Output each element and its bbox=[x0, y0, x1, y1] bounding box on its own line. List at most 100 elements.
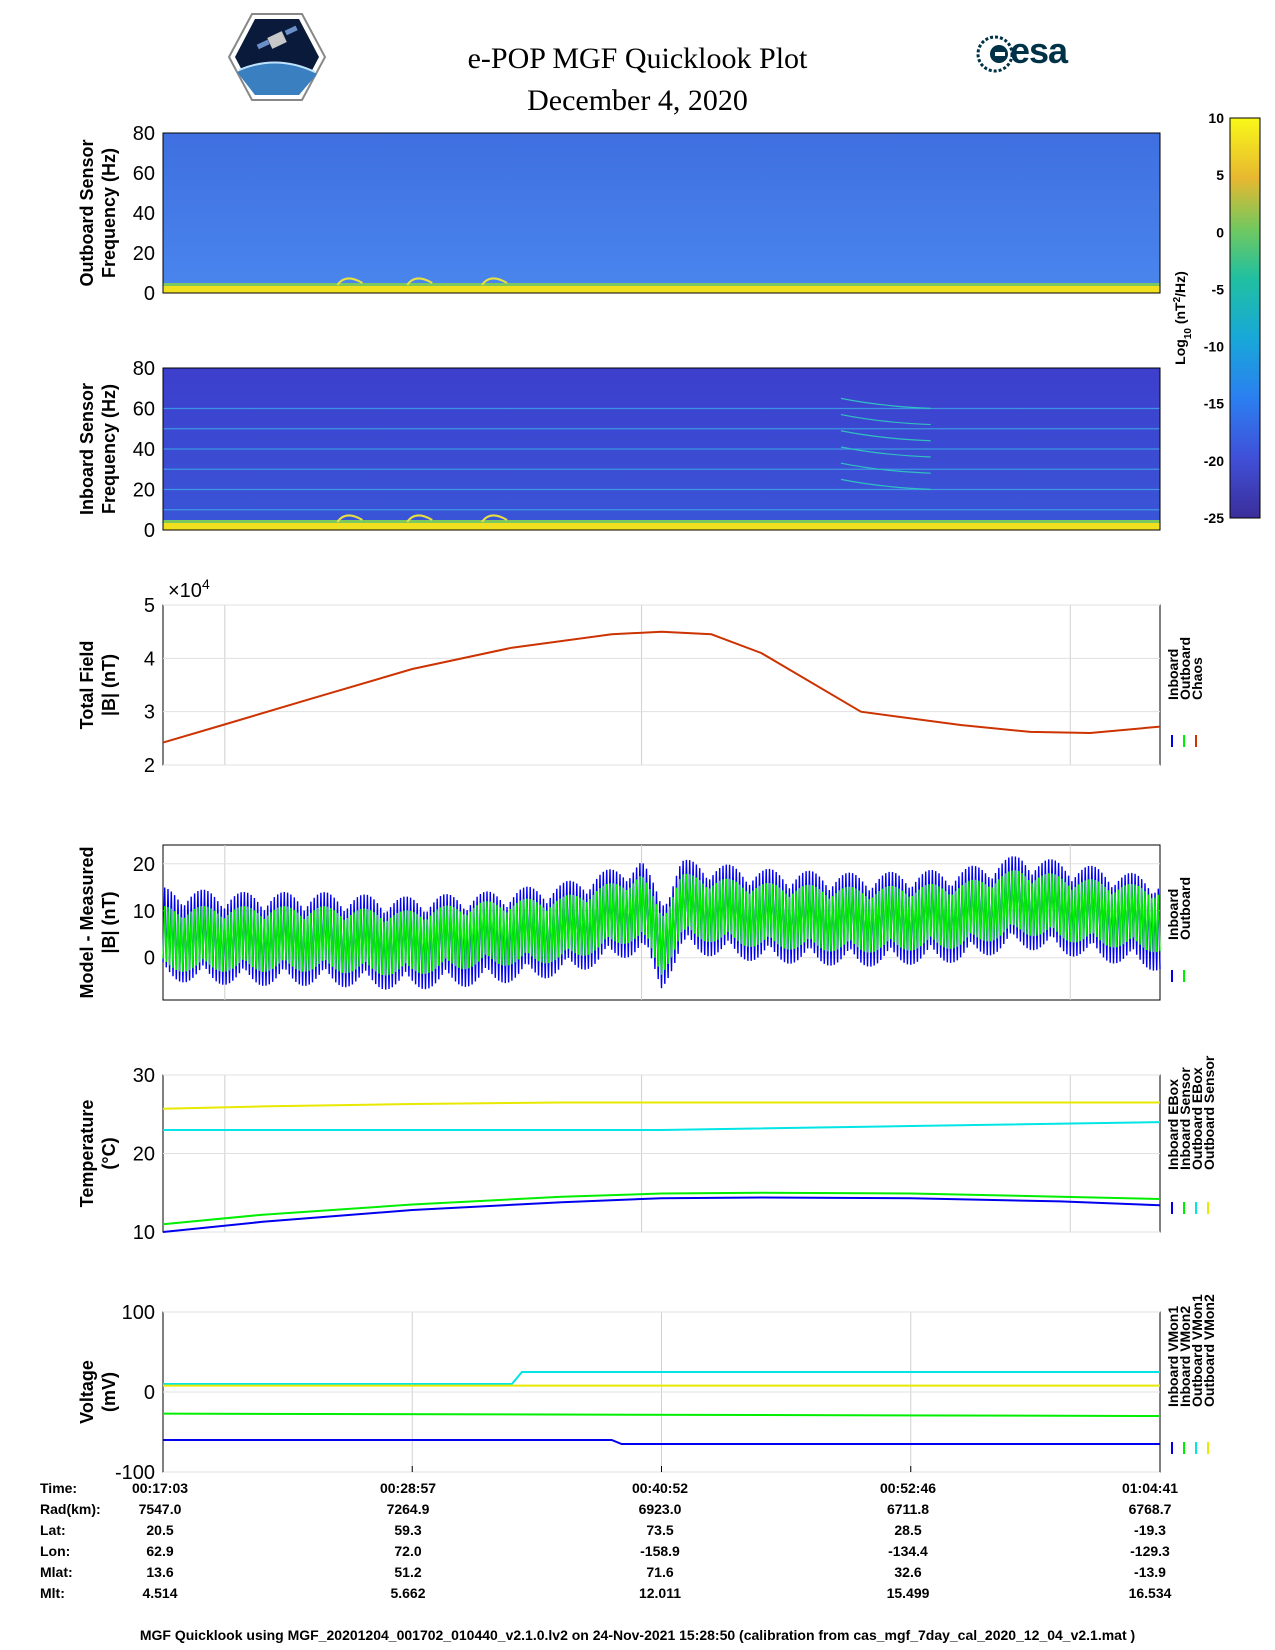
panel-outboard-spectrogram: 80 60 40 20 0 Outboard Sensor Frequency (Hz) bbox=[77, 123, 1161, 305]
total-field-ytick-0: 5 bbox=[144, 595, 155, 617]
ephemeris-label: Lat: bbox=[40, 1522, 66, 1538]
outboard-spectrogram-low-band bbox=[163, 286, 1160, 293]
ephemeris-value: 00:40:52 bbox=[631, 1480, 689, 1496]
ephemeris-value: 73.5 bbox=[646, 1522, 674, 1538]
outboard-spectrogram-ytick-0: 80 bbox=[133, 123, 155, 145]
temperature-legend-label-3: Outboard Sensor bbox=[1201, 1055, 1217, 1170]
model-measured-ytick-0: 20 bbox=[133, 854, 155, 876]
ephemeris-value: 5.662 bbox=[390, 1585, 426, 1601]
inboard-spectrogram-ytick-2: 40 bbox=[133, 439, 155, 461]
inboard-tone-1 bbox=[840, 413, 931, 426]
colorbar-tick-2: 0 bbox=[1216, 224, 1224, 240]
ephemeris-value: 7264.9 bbox=[386, 1501, 430, 1517]
ephemeris-row: Rad(km): 7547.0 7264.9 6923.0 6711.8 6768.7 bbox=[0, 1501, 1275, 1521]
colorbar-tick-1: 5 bbox=[1216, 167, 1224, 183]
temperature-ytick-2: 10 bbox=[133, 1222, 155, 1244]
total-field-legend-label-0: Inboard bbox=[1165, 649, 1181, 700]
temperature-legend-label-0: Inboard EBox bbox=[1165, 1079, 1181, 1170]
ephemeris-value: 4.514 bbox=[142, 1585, 178, 1601]
colorbar-tick-4: -10 bbox=[1204, 339, 1224, 355]
colorbar-label-sub: 10 bbox=[1183, 328, 1194, 340]
temperature-ylabel-2: (°C) bbox=[99, 1137, 119, 1169]
model-measured-series-1 bbox=[162, 870, 1161, 976]
voltage-series-2 bbox=[163, 1371, 1160, 1385]
esa-logo-text: esa bbox=[1010, 30, 1068, 71]
ephemeris-value: 00:28:57 bbox=[379, 1480, 437, 1496]
inboard-spectrogram-low-band-edge bbox=[163, 520, 1160, 523]
model-measured-ytick-2: 0 bbox=[144, 948, 155, 970]
temperature-legend-label-1: Inboard Sensor bbox=[1177, 1067, 1193, 1170]
figure-date: December 4, 2020 bbox=[527, 84, 748, 117]
inboard-spectrogram-frame bbox=[162, 367, 1161, 531]
voltage-ytick-0: 100 bbox=[122, 1302, 155, 1324]
temperature-series-3 bbox=[162, 1101, 1160, 1110]
colorbar-tick-0: 10 bbox=[1208, 110, 1224, 126]
outboard-spectrogram-ylabel-2: Frequency (Hz) bbox=[99, 148, 119, 278]
total-field-frame bbox=[162, 604, 1161, 766]
colorbar-label-rest: (nT bbox=[1172, 302, 1188, 328]
ephemeris-value: 00:17:03 bbox=[131, 1480, 189, 1496]
total-field-exponent: ×104 bbox=[168, 576, 210, 602]
ephemeris-value: 01:04:41 bbox=[1121, 1480, 1179, 1496]
voltage-ylabel-2: (mV) bbox=[99, 1372, 119, 1412]
outboard-spectrogram-ytick-3: 20 bbox=[133, 243, 155, 265]
ephemeris-row: Mlat: 13.6 51.2 71.6 32.6 -13.9 bbox=[0, 1564, 1275, 1584]
total-field-legend-label-2: Chaos bbox=[1189, 657, 1205, 700]
temperature-series-2 bbox=[163, 1121, 1161, 1131]
voltage-series-0 bbox=[163, 1439, 1160, 1445]
cassiope-patch-logo bbox=[227, 12, 327, 102]
voltage-series-1 bbox=[162, 1412, 1161, 1417]
outboard-spectrogram-ylabel-1: Outboard Sensor bbox=[77, 139, 97, 286]
ephemeris-value: 7547.0 bbox=[138, 1501, 182, 1517]
inboard-tone-0 bbox=[840, 397, 931, 409]
inboard-spectrogram-arc-2 bbox=[481, 514, 508, 523]
total-field-ylabel-2: |B| (nT) bbox=[99, 654, 119, 716]
total-field-exponent-power: 4 bbox=[202, 576, 210, 592]
model-measured-series-0 bbox=[162, 856, 1161, 990]
temperature-legend-label-2: Outboard EBox bbox=[1189, 1067, 1205, 1170]
colorbar-tick-5: -15 bbox=[1204, 396, 1224, 412]
ephemeris-value: 62.9 bbox=[146, 1543, 174, 1559]
colorbar-tick-6: -20 bbox=[1204, 453, 1224, 469]
voltage-ytick-2: -100 bbox=[115, 1462, 155, 1484]
model-measured-legend-label-1: Outboard bbox=[1177, 877, 1193, 940]
ephemeris-row: Lon: 62.9 72.0 -158.9 -134.4 -129.3 bbox=[0, 1543, 1275, 1563]
outboard-spectrogram-field bbox=[163, 133, 1160, 293]
footer-note: MGF Quicklook using MGF_20201204_001702_… bbox=[139, 1627, 1136, 1643]
model-measured-ytick-1: 10 bbox=[133, 901, 155, 923]
inboard-spectrogram-ytick-3: 20 bbox=[133, 480, 155, 502]
total-field-ytick-3: 2 bbox=[144, 755, 155, 777]
model-measured-ylabel-2: |B| (nT) bbox=[99, 891, 119, 953]
ephemeris-value: -129.3 bbox=[1130, 1543, 1170, 1559]
voltage-legend-label-1: Inboard VMon2 bbox=[1177, 1306, 1193, 1407]
inboard-spectrogram-low-band bbox=[163, 523, 1160, 530]
ephemeris-value: -134.4 bbox=[888, 1543, 928, 1559]
ephemeris-value: 32.6 bbox=[894, 1564, 922, 1580]
total-field-ylabel-1: Total Field bbox=[77, 641, 97, 730]
temperature-series-0 bbox=[162, 1196, 1161, 1233]
ephemeris-value: -13.9 bbox=[1134, 1564, 1166, 1580]
outboard-spectrogram-arc-0 bbox=[336, 277, 363, 286]
ephemeris-row: Time: 00:17:03 00:28:57 00:40:52 00:52:46 01:… bbox=[0, 1480, 1275, 1500]
ephemeris-value: -19.3 bbox=[1134, 1522, 1166, 1538]
inboard-tone-3 bbox=[840, 446, 931, 458]
ephemeris-value: 71.6 bbox=[646, 1564, 674, 1580]
figure-title: e-POP MGF Quicklook Plot bbox=[467, 42, 808, 75]
inboard-tone-2 bbox=[840, 430, 931, 442]
ephemeris-label: Lon: bbox=[40, 1543, 71, 1559]
inboard-spectrogram-arc-1 bbox=[406, 514, 433, 523]
total-field-ytick-2: 3 bbox=[144, 702, 155, 724]
inboard-spectrogram-arc-0 bbox=[336, 514, 363, 523]
ephemeris-value: 6768.7 bbox=[1128, 1501, 1172, 1517]
temperature-ytick-1: 20 bbox=[133, 1144, 155, 1166]
outboard-spectrogram-arc-2 bbox=[481, 277, 508, 286]
temperature-ytick-0: 30 bbox=[133, 1065, 155, 1087]
colorbar-label-tail: /Hz) bbox=[1172, 271, 1188, 297]
ephemeris-value: 6711.8 bbox=[886, 1501, 930, 1517]
ephemeris-value: 20.5 bbox=[146, 1522, 174, 1538]
inboard-spectrogram-ylabel-2: Frequency (Hz) bbox=[99, 384, 119, 514]
ephemeris-label: Time: bbox=[40, 1480, 78, 1496]
